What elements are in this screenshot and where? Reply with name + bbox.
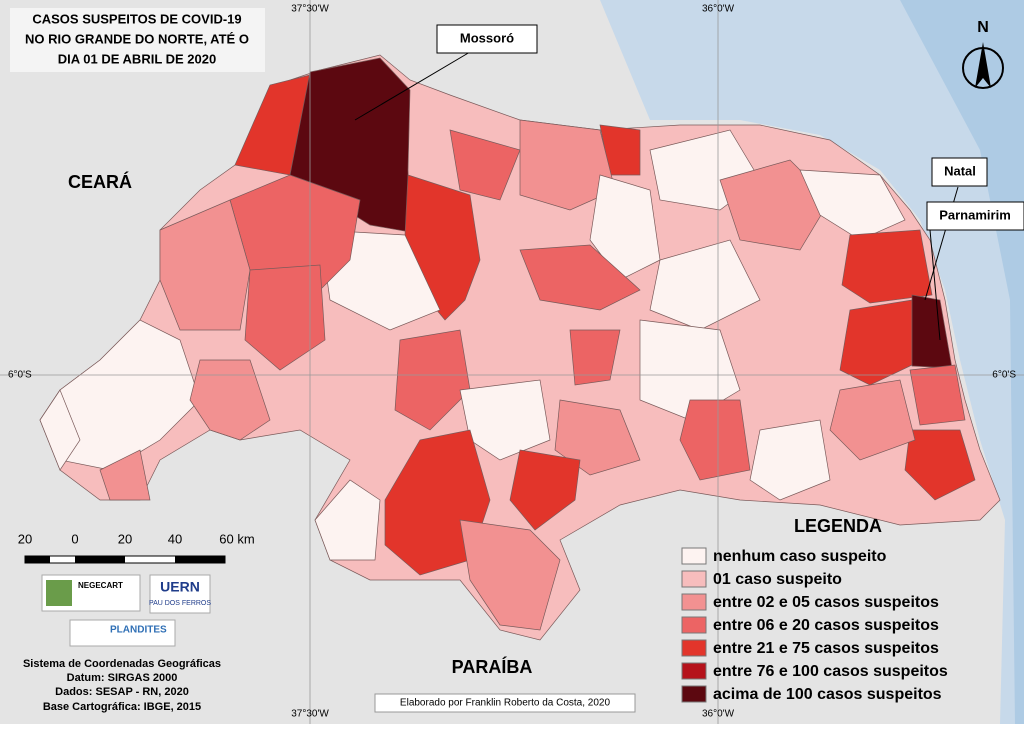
municipality — [159, 199, 251, 331]
municipality — [909, 364, 966, 426]
metadata: Datum: SIRGAS 2000 — [67, 672, 178, 684]
title: NO RIO GRANDE DO NORTE, ATÉ O — [25, 31, 249, 46]
municipality — [314, 479, 381, 561]
logo-text: UERN — [160, 579, 200, 595]
callout-box — [931, 157, 988, 187]
region-label: CEARÁ — [68, 171, 132, 192]
ocean-deep — [900, 0, 1024, 724]
scale-label: 20 — [118, 531, 132, 546]
title-box — [10, 8, 265, 72]
scale-label: 40 — [168, 531, 182, 546]
municipality — [99, 449, 151, 501]
metadata: Base Cartográfica: IBGE, 2015 — [43, 701, 201, 713]
municipality — [719, 159, 831, 251]
scale-bar: 20 0 20 40 60 km — [18, 531, 255, 564]
municipality — [904, 429, 976, 501]
scale-label: 0 — [71, 531, 78, 546]
coord-label: 6°0'S — [992, 370, 1016, 381]
logo-text: NEGECART — [78, 581, 123, 590]
coord-label: 36°0'W — [702, 709, 735, 720]
callout-box — [436, 24, 538, 54]
credit-box — [374, 693, 636, 713]
municipality — [679, 399, 751, 481]
coord-label: 6°0'S — [8, 370, 32, 381]
title: DIA 01 DE ABRIL DE 2020 — [58, 51, 216, 66]
legend-label: acima de 100 casos suspeitos — [713, 686, 942, 703]
region-label: PARAÍBA — [452, 656, 533, 677]
legend-label: entre 76 e 100 casos suspeitos — [713, 663, 948, 680]
legend: nenhum caso suspeito 01 caso suspeito entr… — [681, 547, 948, 703]
legend-swatch — [681, 616, 707, 634]
municipality — [589, 174, 661, 281]
callout: Natal — [944, 163, 976, 178]
municipality — [749, 419, 831, 501]
municipality — [394, 329, 471, 431]
municipality — [244, 264, 326, 371]
municipality — [829, 379, 916, 461]
municipality — [459, 519, 561, 631]
legend-label: entre 21 e 75 casos suspeitos — [713, 640, 939, 657]
municipality — [569, 329, 621, 386]
municipality — [519, 119, 616, 211]
legend-label: 01 caso suspeito — [713, 571, 842, 588]
callout-box — [926, 201, 1024, 231]
municipality — [841, 229, 933, 304]
metadata: Sistema de Coordenadas Geográficas — [23, 658, 221, 670]
logo — [149, 574, 211, 614]
municipality — [799, 169, 906, 241]
callout: Parnamirim — [939, 207, 1011, 222]
scale-label: 20 — [18, 531, 32, 546]
logo-text: PLANDITES — [110, 625, 167, 636]
north-arrow: N — [962, 19, 1004, 89]
logo — [69, 619, 176, 647]
legend-swatch — [681, 570, 707, 588]
logo-icon — [46, 580, 72, 606]
municipality — [189, 359, 271, 441]
callout-line — [929, 229, 941, 341]
municipality — [449, 129, 521, 201]
callout: Mossoró — [460, 30, 514, 45]
municipality — [519, 244, 641, 311]
legend-swatch — [681, 547, 707, 565]
legend-label: nenhum caso suspeito — [713, 548, 887, 565]
legend-swatch — [681, 639, 707, 657]
ocean — [600, 0, 1024, 724]
credit: Elaborado por Franklin Roberto da Costa,… — [400, 698, 611, 709]
legend-swatch — [681, 662, 707, 680]
municipality — [554, 399, 641, 476]
legend-swatch — [681, 593, 707, 611]
north-label: N — [977, 19, 989, 36]
metadata: Dados: SESAP - RN, 2020 — [55, 686, 189, 698]
municipality — [39, 389, 81, 471]
scale-label: 60 km — [219, 531, 254, 546]
coord-label: 36°0'W — [702, 4, 735, 15]
title: CASOS SUSPEITOS DE COVID-19 — [32, 11, 241, 26]
logo-text: PAU DOS FERROS — [149, 600, 211, 607]
legend-title: LEGENDA — [794, 516, 882, 536]
callout-line — [354, 51, 471, 121]
legend-swatch — [681, 685, 707, 703]
coord-label: 37°30'W — [291, 709, 329, 720]
coord-label: 37°30'W — [291, 4, 329, 15]
legend-label: entre 02 e 05 casos suspeitos — [713, 594, 939, 611]
legend-label: entre 06 e 20 casos suspeitos — [713, 617, 939, 634]
municipality — [509, 449, 581, 531]
